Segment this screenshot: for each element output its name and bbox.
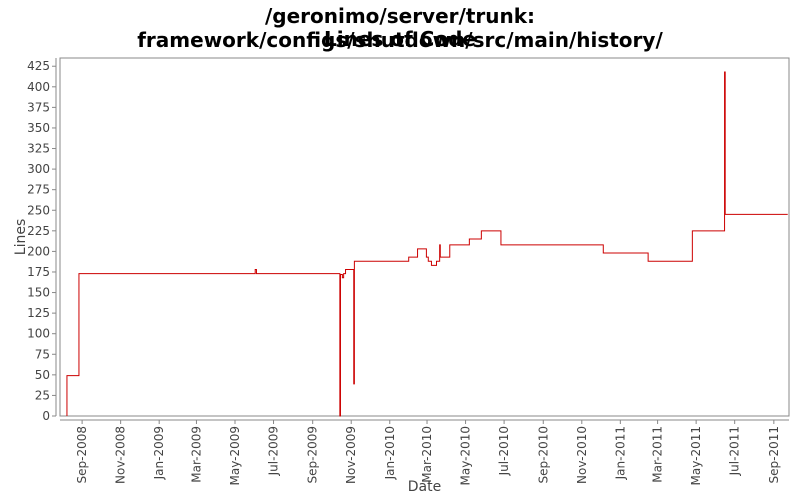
x-tick-label: Jan-2011 xyxy=(613,426,627,480)
y-axis-label: Lines xyxy=(13,219,29,255)
x-tick-label: Sep-2010 xyxy=(536,426,550,484)
x-tick-label: Sep-2011 xyxy=(767,426,781,484)
y-tick-label: 225 xyxy=(27,224,50,238)
x-tick-label: Nov-2010 xyxy=(575,426,589,484)
y-tick-label: 300 xyxy=(27,162,50,176)
chart-title-line-2: Lines of Code xyxy=(324,27,476,51)
x-axis-label: Date xyxy=(408,479,441,495)
y-tick-label: 150 xyxy=(27,286,50,300)
x-tick-label: May-2009 xyxy=(228,426,242,485)
x-ticks: Sep-2008 Nov-2008 Jan-2009 Mar-2009 May-2009… xyxy=(75,420,781,485)
x-tick-label: Nov-2009 xyxy=(344,426,358,484)
y-tick-label: 400 xyxy=(27,80,50,94)
y-tick-label: 50 xyxy=(35,368,50,382)
y-tick-label: 100 xyxy=(27,327,50,341)
x-tick-label: Mar-2009 xyxy=(189,426,203,483)
x-tick-label: Mar-2011 xyxy=(651,426,665,483)
y-tick-label: 25 xyxy=(35,388,50,402)
x-tick-label: May-2010 xyxy=(459,426,473,485)
y-tick-label: 425 xyxy=(27,59,50,73)
x-tick-label: Mar-2010 xyxy=(420,426,434,483)
x-tick-label: Nov-2008 xyxy=(114,426,128,484)
y-tick-label: 125 xyxy=(27,306,50,320)
lines-series-line xyxy=(66,71,788,417)
y-tick-label: 275 xyxy=(27,183,50,197)
x-tick-label: Jul-2011 xyxy=(728,426,742,476)
x-tick-label: Sep-2009 xyxy=(306,426,320,484)
y-tick-label: 250 xyxy=(27,203,50,217)
y-tick-label: 200 xyxy=(27,244,50,258)
y-tick-label: 325 xyxy=(27,142,50,156)
y-ticks: 0 25 50 75 100 125 150 175 200 225 250 275 300 325 350… xyxy=(27,59,56,423)
y-tick-label: 175 xyxy=(27,265,50,279)
x-tick-label: Jan-2009 xyxy=(152,426,166,480)
y-tick-label: 75 xyxy=(35,347,50,361)
y-tick-label: 0 xyxy=(42,409,50,423)
y-tick-label: 350 xyxy=(27,121,50,135)
x-tick-label: Jan-2010 xyxy=(383,426,397,480)
y-tick-label: 375 xyxy=(27,100,50,114)
x-tick-label: Jul-2010 xyxy=(497,426,511,476)
plot-area xyxy=(59,57,790,417)
x-tick-label: May-2011 xyxy=(689,426,703,485)
x-tick-label: Sep-2008 xyxy=(75,426,89,484)
x-tick-label: Jul-2009 xyxy=(267,426,281,476)
chart-title-line-1: /geronimo/server/trunk: framework/config… xyxy=(137,4,663,52)
